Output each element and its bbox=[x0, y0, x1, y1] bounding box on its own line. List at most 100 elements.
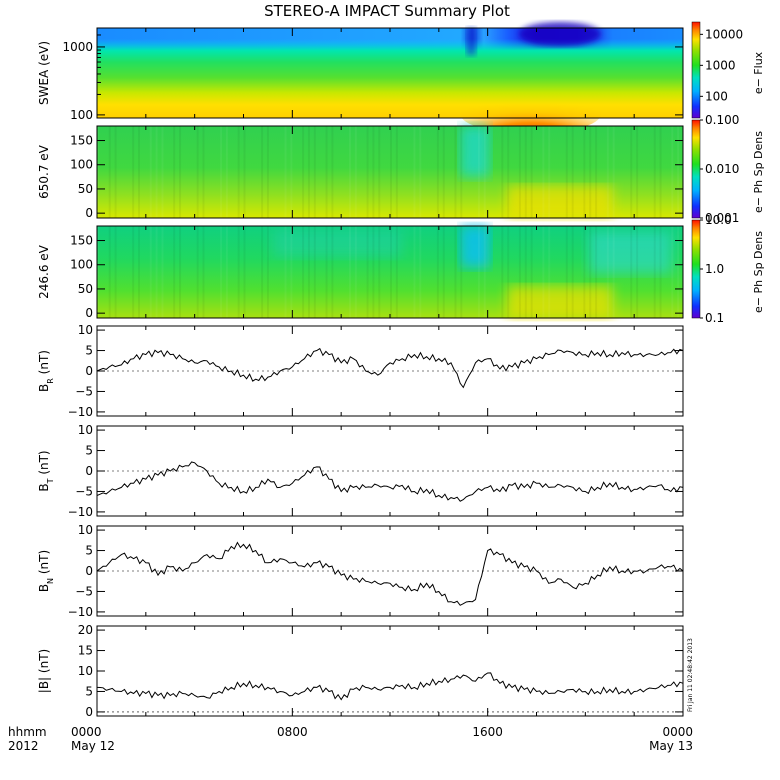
bn-ytick-label: −10 bbox=[68, 605, 93, 619]
pad246-ytick-label: 50 bbox=[78, 282, 93, 296]
pad246-streak bbox=[161, 226, 164, 318]
pad650-streak bbox=[114, 126, 117, 218]
pad246-streak bbox=[630, 226, 633, 318]
pad650-streak bbox=[589, 126, 592, 218]
bt-panel: BT (nT) −10 −5 0 5 10 bbox=[37, 423, 684, 519]
bmag-ytick-label: 0 bbox=[85, 705, 93, 719]
footer-year-label: 2012 bbox=[8, 739, 39, 753]
pad650-streak bbox=[307, 126, 310, 218]
pad650-streak bbox=[313, 126, 316, 218]
pad650-streak bbox=[571, 126, 574, 218]
pad246-streak bbox=[477, 226, 480, 318]
pad246-streak bbox=[571, 226, 574, 318]
pad650-streak bbox=[636, 126, 639, 218]
br-ytick-label: −10 bbox=[68, 405, 93, 419]
br-ylabel: BR (nT) bbox=[37, 350, 55, 392]
bmag-panel: |B| (nT) 0 5 10 15 20 bbox=[37, 623, 684, 719]
pad650-streak bbox=[677, 126, 680, 218]
pad246-high-density-region bbox=[507, 285, 613, 318]
swea-colorbar-tick-label: 1000 bbox=[705, 58, 736, 72]
pad246-streak bbox=[542, 226, 545, 318]
pad246-streak bbox=[583, 226, 586, 318]
pad650-heatmap bbox=[97, 126, 683, 218]
pad650-streak bbox=[196, 126, 199, 218]
br-series-line bbox=[96, 347, 684, 389]
pad650-streak bbox=[284, 126, 287, 218]
br-ytick-label: 0 bbox=[85, 364, 93, 378]
pad650-streak bbox=[179, 126, 182, 218]
pad246-streak bbox=[442, 226, 445, 318]
br-ytick-label: 5 bbox=[85, 344, 93, 358]
pad246-streak bbox=[220, 226, 223, 318]
pad650-streak bbox=[419, 126, 422, 218]
swea-low-flux-region bbox=[518, 22, 601, 46]
pad650-streak bbox=[653, 126, 656, 218]
pad650-colorbar-tick-label: 0.010 bbox=[705, 162, 739, 176]
pad246-streak bbox=[390, 226, 392, 318]
pad246-streak bbox=[225, 226, 228, 318]
pad650-colorbar-tick-label: 0.100 bbox=[705, 113, 739, 127]
br-ytick-label: 10 bbox=[78, 323, 93, 337]
pad650-streak bbox=[530, 126, 533, 218]
pad650-streak bbox=[302, 126, 305, 218]
pad650-streak bbox=[542, 126, 545, 218]
x-tick-label: 0800 bbox=[277, 725, 308, 739]
pad650-streak bbox=[108, 126, 111, 218]
pad650-colorbar bbox=[691, 119, 701, 219]
pad246-streak bbox=[348, 226, 351, 318]
swea-panel: 100 1000 10000 e− Flux SWEA (eV) 100 1000 bbox=[37, 21, 765, 134]
x-tick-label: 0000 bbox=[662, 725, 693, 739]
pad246-colorbar-tick-label: 10.0 bbox=[705, 213, 732, 227]
pad246-streak bbox=[313, 226, 316, 318]
pad246-streak bbox=[114, 226, 117, 318]
x-tick-date-label: May 12 bbox=[71, 739, 115, 753]
pad650-ylabel: 650.7 eV bbox=[37, 144, 51, 199]
pad246-streak bbox=[612, 226, 615, 318]
pad246-colorbar bbox=[691, 219, 701, 319]
pad650-streak bbox=[395, 126, 398, 218]
bn-series-line bbox=[96, 541, 684, 606]
pad246-streak bbox=[671, 226, 674, 318]
pad246-streak bbox=[659, 226, 662, 318]
pad246-streak bbox=[372, 226, 375, 318]
pad650-streak bbox=[524, 126, 527, 218]
pad246-streak bbox=[507, 226, 510, 318]
pad246-streak bbox=[237, 226, 240, 318]
bn-ytick-label: 5 bbox=[85, 544, 93, 558]
bn-ytick-label: 0 bbox=[85, 564, 93, 578]
pad650-streak bbox=[237, 126, 240, 218]
pad650-streak bbox=[155, 126, 158, 218]
pad246-streak bbox=[243, 226, 246, 318]
pad650-ytick-label: 50 bbox=[78, 182, 93, 196]
pad246-streak bbox=[366, 226, 369, 318]
swea-high-flux-region bbox=[460, 94, 601, 134]
pad650-streak bbox=[243, 126, 246, 218]
bt-ytick-label: 0 bbox=[85, 464, 93, 478]
pad650-streak bbox=[436, 126, 439, 218]
bmag-ytick-label: 5 bbox=[85, 684, 93, 698]
footer-hhmm-label: hhmm bbox=[8, 725, 47, 739]
pad246-streak bbox=[261, 226, 264, 318]
pad246-streak bbox=[436, 226, 439, 318]
bn-frame bbox=[96, 525, 684, 617]
bmag-frame bbox=[96, 625, 684, 717]
pad246-mid-region bbox=[272, 230, 402, 258]
swea-colorbar bbox=[691, 21, 701, 119]
pad650-streak bbox=[225, 126, 228, 218]
pad246-streak bbox=[636, 226, 639, 318]
pad650-streak bbox=[290, 126, 293, 218]
pad650-streak bbox=[606, 126, 609, 218]
bmag-ylabel: |B| (nT) bbox=[37, 649, 51, 693]
pad246-edge-region bbox=[589, 232, 672, 274]
pad650-streak bbox=[612, 126, 615, 218]
pad246-streak bbox=[331, 226, 334, 318]
pad650-streak bbox=[138, 126, 141, 218]
pad246-heatmap bbox=[97, 226, 683, 318]
swea-energy-gradient bbox=[97, 28, 683, 118]
pad246-streak bbox=[454, 226, 457, 318]
br-ytick-label: −5 bbox=[75, 384, 93, 398]
pad650-streak bbox=[348, 126, 351, 218]
pad246-colorbar-tick-label: 0.1 bbox=[705, 311, 724, 325]
